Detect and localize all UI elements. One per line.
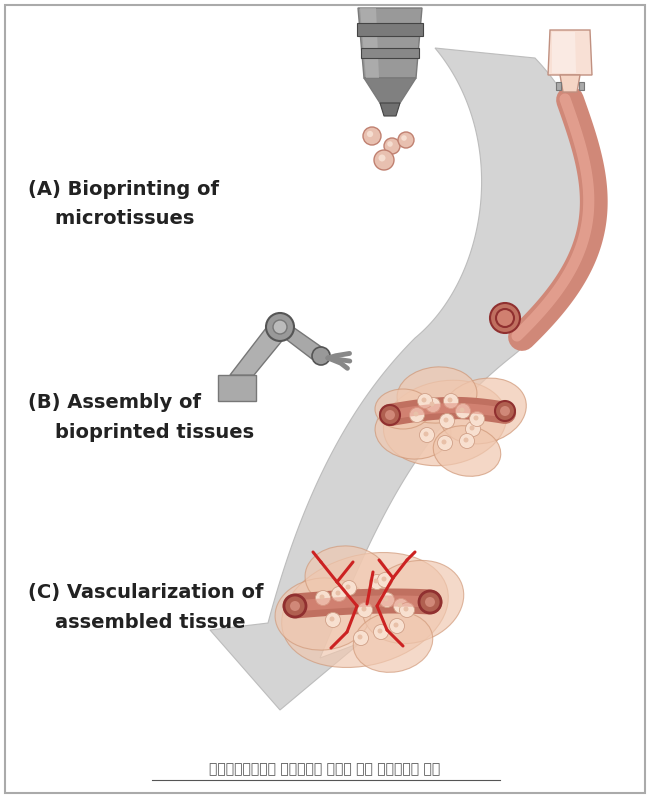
Ellipse shape [281, 552, 448, 667]
Polygon shape [380, 103, 400, 116]
Circle shape [393, 598, 408, 614]
Ellipse shape [362, 560, 463, 643]
Circle shape [417, 393, 432, 409]
Polygon shape [360, 8, 379, 78]
Ellipse shape [439, 378, 526, 444]
Circle shape [354, 630, 369, 646]
Circle shape [378, 629, 382, 634]
Circle shape [380, 592, 395, 607]
Circle shape [439, 413, 454, 429]
Polygon shape [230, 323, 290, 375]
Polygon shape [364, 78, 416, 103]
Circle shape [425, 597, 435, 607]
Ellipse shape [434, 425, 500, 476]
Circle shape [469, 425, 474, 430]
Polygon shape [218, 375, 256, 401]
Bar [361, 48, 419, 58]
Circle shape [326, 613, 341, 627]
Circle shape [341, 580, 356, 595]
Circle shape [496, 309, 514, 327]
Circle shape [456, 404, 471, 418]
Polygon shape [270, 325, 330, 359]
Circle shape [443, 393, 458, 409]
Circle shape [443, 417, 448, 422]
Polygon shape [560, 75, 580, 92]
Ellipse shape [384, 381, 506, 466]
Circle shape [332, 587, 346, 602]
Polygon shape [556, 82, 561, 90]
Circle shape [500, 406, 510, 416]
Circle shape [424, 432, 428, 437]
Circle shape [346, 584, 350, 590]
Ellipse shape [275, 578, 371, 650]
Circle shape [387, 141, 393, 147]
Circle shape [361, 606, 367, 611]
Circle shape [469, 412, 484, 426]
Ellipse shape [305, 546, 389, 610]
Polygon shape [579, 82, 584, 90]
Circle shape [413, 412, 419, 417]
Circle shape [374, 625, 389, 639]
Circle shape [495, 401, 515, 421]
Circle shape [358, 634, 363, 639]
Circle shape [315, 591, 330, 606]
Circle shape [398, 132, 414, 148]
Polygon shape [552, 32, 576, 73]
Circle shape [419, 591, 441, 613]
Circle shape [465, 421, 480, 437]
Circle shape [385, 410, 395, 420]
Circle shape [273, 320, 287, 334]
Circle shape [460, 408, 465, 413]
Circle shape [380, 405, 400, 425]
Circle shape [430, 401, 434, 406]
Text: (B) Assembly of
    bioprinted tissues: (B) Assembly of bioprinted tissues [28, 393, 254, 441]
Circle shape [384, 138, 400, 154]
Circle shape [426, 397, 441, 413]
Circle shape [378, 155, 385, 161]
Text: (C) Vascularization of
    assembled tissue: (C) Vascularization of assembled tissue [28, 583, 263, 631]
Circle shape [404, 606, 408, 611]
Circle shape [389, 618, 404, 634]
Circle shape [330, 617, 335, 622]
Circle shape [266, 313, 294, 341]
Circle shape [410, 408, 424, 422]
Text: 바이오프린팅에서 조립까지의 과정을 통한 인공장기의 제작: 바이오프린팅에서 조립까지의 과정을 통한 인공장기의 제작 [209, 762, 441, 776]
Ellipse shape [397, 367, 477, 423]
Circle shape [393, 622, 398, 627]
Circle shape [463, 437, 469, 443]
Circle shape [441, 440, 447, 444]
Circle shape [421, 397, 426, 402]
Circle shape [363, 127, 381, 145]
Circle shape [284, 595, 306, 617]
Circle shape [398, 602, 402, 607]
Circle shape [401, 135, 407, 140]
Circle shape [290, 601, 300, 611]
Circle shape [369, 575, 385, 590]
Circle shape [374, 579, 378, 583]
Circle shape [320, 595, 324, 599]
Circle shape [374, 150, 394, 170]
Circle shape [367, 131, 373, 137]
Circle shape [419, 428, 434, 443]
Circle shape [473, 416, 478, 421]
Circle shape [400, 602, 415, 618]
Ellipse shape [375, 403, 451, 459]
Circle shape [335, 591, 341, 595]
Polygon shape [210, 48, 593, 710]
Circle shape [312, 347, 330, 365]
Ellipse shape [375, 389, 431, 429]
Polygon shape [548, 30, 592, 75]
Circle shape [447, 397, 452, 402]
Text: (A) Bioprinting of
    microtissues: (A) Bioprinting of microtissues [28, 180, 219, 228]
Polygon shape [358, 8, 422, 78]
Circle shape [490, 303, 520, 333]
Circle shape [358, 602, 372, 618]
Ellipse shape [353, 611, 433, 673]
Circle shape [437, 436, 452, 451]
Circle shape [460, 433, 474, 448]
Circle shape [378, 572, 393, 587]
Bar [357, 23, 423, 36]
Circle shape [382, 576, 387, 582]
Circle shape [384, 596, 389, 602]
